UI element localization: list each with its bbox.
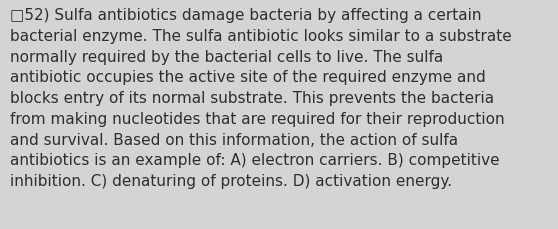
Text: □52) Sulfa antibiotics damage bacteria by affecting a certain
bacterial enzyme. : □52) Sulfa antibiotics damage bacteria b… [10,8,512,188]
